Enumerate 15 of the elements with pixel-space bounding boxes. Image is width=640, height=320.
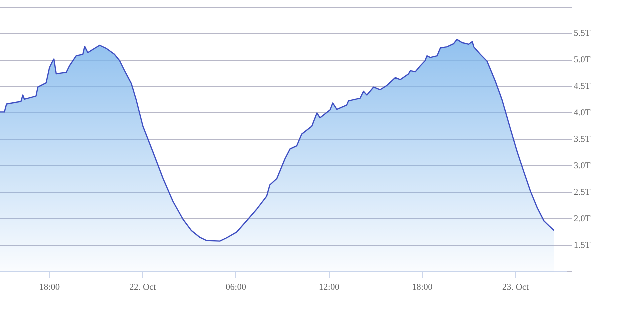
y-tick-label: 2.0T	[574, 213, 592, 224]
y-tick-label: 3.0T	[574, 160, 592, 171]
y-tick-label: 2.5T	[574, 186, 592, 197]
x-tick-label: 22. Oct	[130, 282, 157, 292]
x-tick-label: 23. Oct	[502, 282, 530, 292]
x-tick-label: 18:00	[39, 282, 60, 292]
x-tick-label: 18:00	[412, 282, 434, 292]
y-tick-label: 3.5T	[574, 134, 592, 144]
y-tick-label: 5.0T	[574, 54, 592, 65]
y-tick-label: 5.5T	[574, 28, 592, 38]
y-tick-label: 4.5T	[574, 81, 592, 92]
x-tick-label: 12:00	[319, 282, 340, 292]
x-tick-label: 06:00	[226, 282, 247, 292]
y-tick-label: 4.0T	[574, 108, 592, 118]
y-tick-label: 1.5T	[574, 240, 592, 250]
